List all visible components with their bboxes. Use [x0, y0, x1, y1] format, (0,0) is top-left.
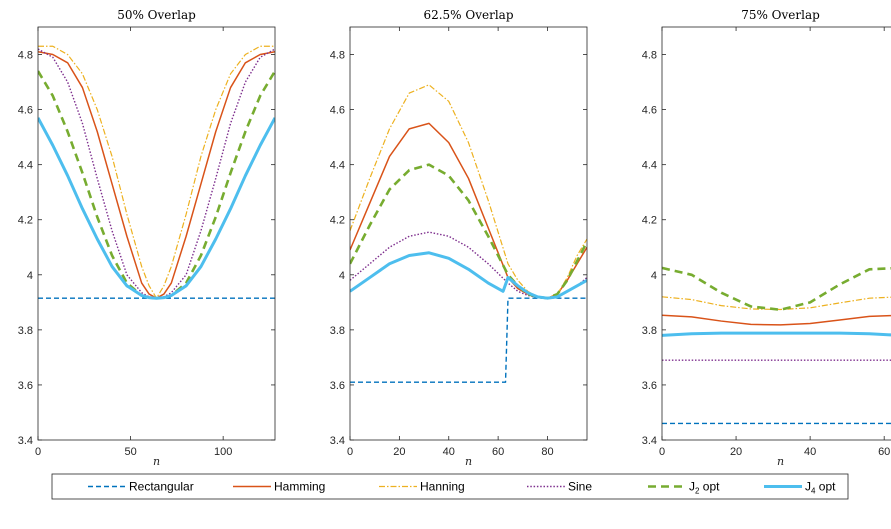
- legend-box: [51, 473, 849, 500]
- series-group: [350, 84, 587, 383]
- series-line-j4opt: [662, 331, 891, 337]
- x-tick-label: 0: [347, 446, 353, 458]
- y-tick-label: 3.6: [642, 380, 657, 392]
- series-line-sine: [38, 48, 275, 299]
- x-tick-label: 40: [804, 446, 816, 458]
- series-line-hanning: [350, 84, 587, 299]
- x-tick-label: 50: [124, 446, 136, 458]
- y-tick-label: 4.2: [642, 215, 657, 227]
- y-tick-label: 3.4: [642, 435, 657, 447]
- series-group: [38, 45, 275, 300]
- y-tick-label: 4: [651, 270, 657, 282]
- y-tick-label: 4.2: [18, 215, 33, 227]
- y-tick-label: 4.4: [18, 160, 33, 172]
- plot-area: [350, 27, 587, 440]
- x-tick-label: 20: [393, 446, 405, 458]
- x-tick-label: 60: [878, 446, 890, 458]
- x-tick-label: 60: [492, 446, 504, 458]
- x-axis-label: n: [153, 455, 160, 468]
- panel-1: 3.4 3.6 3.8 4 4.2 4.4 4.6 4.8 0 50 100 n 50% Overlap: [18, 8, 276, 468]
- y-tick-label: 3.8: [18, 325, 33, 337]
- y-tick-label: 3.4: [330, 435, 345, 447]
- y-tick-label: 4.4: [642, 160, 657, 172]
- y-tick-label: 3.6: [18, 380, 33, 392]
- panel-title: 75% Overlap: [741, 8, 820, 22]
- x-tick-label: 80: [541, 446, 553, 458]
- y-tick-label: 4.8: [330, 50, 345, 62]
- y-tick-label: 4.2: [330, 215, 345, 227]
- y-tick-label: 4.6: [18, 105, 33, 117]
- y-tick-label: 4.8: [642, 50, 657, 62]
- y-tick-label: 4.4: [330, 160, 345, 172]
- legend-label: Sine: [568, 480, 592, 494]
- panel-3: 3.4 3.6 3.8 4 4.2 4.4 4.6 4.8 0 20 40 60 n 75% Overla…: [642, 8, 891, 468]
- y-tick-label: 3.8: [642, 325, 657, 337]
- legend-item-sine: Sine: [527, 480, 592, 494]
- plot-area: [38, 27, 275, 440]
- x-tick-label: 20: [730, 446, 742, 458]
- legend-item-rectangular: Rectangular: [88, 480, 194, 494]
- legend-label: J2 opt: [689, 480, 720, 496]
- legend-label: Hanning: [420, 480, 465, 494]
- x-tick-label: 40: [443, 446, 455, 458]
- y-tick-label: 4.6: [330, 105, 345, 117]
- x-tick-label: 0: [659, 446, 665, 458]
- panel-title: 50% Overlap: [117, 8, 196, 22]
- legend-label: Hamming: [274, 480, 325, 494]
- series-line-hanning: [662, 296, 891, 311]
- y-tick-label: 4.8: [18, 50, 33, 62]
- legend-item-hanning: Hanning: [379, 480, 465, 494]
- legend-label: J4 opt: [805, 480, 836, 496]
- legend: Rectangular Hamming Hanning Sine J2 opt J4 op…: [51, 473, 849, 500]
- y-tick-label: 3.4: [18, 435, 33, 447]
- series-line-j4opt: [38, 117, 275, 300]
- legend-item-hamming: Hamming: [233, 480, 325, 494]
- series-group: [662, 266, 891, 425]
- x-axis-label: n: [777, 455, 784, 468]
- y-tick-label: 4: [27, 270, 33, 282]
- axes-frame: [661, 26, 891, 441]
- panel-title: 62.5% Overlap: [423, 8, 513, 22]
- panel-2: 3.4 3.6 3.8 4 4.2 4.4 4.6 4.8 0 20 40 60 80 n 62.5% Ov…: [330, 8, 588, 468]
- series-line-j4opt: [350, 251, 587, 300]
- legend-label: Rectangular: [129, 480, 194, 494]
- series-line-j2opt: [662, 266, 891, 312]
- y-tick-label: 3.6: [330, 380, 345, 392]
- x-tick-label: 0: [35, 446, 41, 458]
- x-axis-label: n: [465, 455, 472, 468]
- panels-layer: 3.4 3.6 3.8 4 4.2 4.4 4.6 4.8 0 50 100 n 50% Overlap…: [18, 8, 891, 468]
- y-tick-label: 3.8: [330, 325, 345, 337]
- x-tick-label: 100: [214, 446, 232, 458]
- series-line-hamming: [662, 314, 891, 326]
- axes-frame: [349, 26, 588, 441]
- plot-area: [662, 27, 891, 440]
- y-tick-label: 4.6: [642, 105, 657, 117]
- axes-frame: [37, 26, 276, 441]
- y-tick-label: 4: [339, 270, 345, 282]
